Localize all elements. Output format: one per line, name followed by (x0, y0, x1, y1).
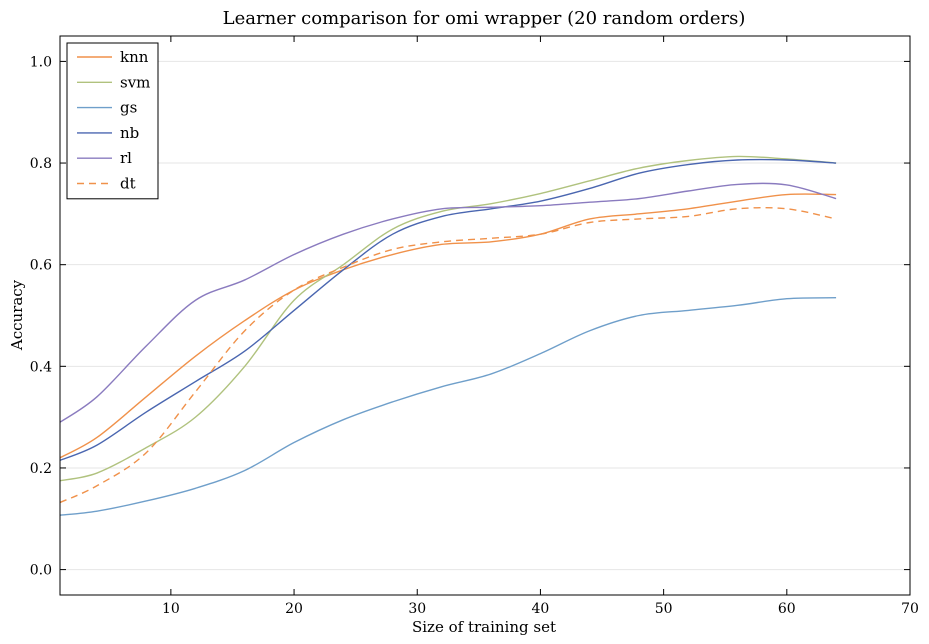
legend-label-knn: knn (120, 48, 149, 66)
legend-label-gs: gs (120, 99, 137, 117)
series-line-dt (59, 206, 837, 504)
legend-label-dt: dt (120, 175, 136, 193)
x-tick-label: 60 (778, 601, 796, 617)
x-axis-label: Size of training set (412, 618, 556, 636)
y-tick-label: 0.8 (30, 156, 52, 172)
x-tick-label: 30 (408, 601, 426, 617)
y-axis-label: Accuracy (8, 279, 26, 351)
series-line-svm (59, 155, 837, 482)
x-tick-label: 50 (655, 601, 673, 617)
series-line-gs (59, 297, 837, 516)
series-lines (59, 155, 837, 516)
legend-label-svm: svm (120, 73, 150, 91)
x-tick-label: 40 (532, 601, 550, 617)
y-tick-label: 1.0 (30, 54, 52, 70)
x-tick-label: 10 (162, 601, 180, 617)
x-tick-label: 20 (285, 601, 303, 617)
series-line-rl (59, 182, 837, 423)
series-line-knn (59, 193, 837, 459)
grid-lines (60, 60, 910, 571)
x-tick-label: 70 (901, 601, 919, 617)
legend: knn svm gs nb rl dt (66, 42, 159, 200)
y-tick-label: 0.2 (30, 461, 52, 477)
y-tick-label: 0.0 (30, 563, 52, 579)
plot-frame (59, 35, 911, 596)
legend-box (66, 42, 159, 200)
legend-label-rl: rl (120, 149, 132, 167)
y-tick-label: 0.6 (30, 258, 52, 274)
axis-ticks: 0.0 0.2 0.4 0.6 0.8 1.0 10 20 30 40 50 60 70 (30, 36, 919, 617)
chart-title: Learner comparison for omi wrapper (20 r… (223, 8, 746, 29)
y-tick-label: 0.4 (30, 359, 52, 375)
legend-label-nb: nb (120, 124, 139, 142)
series-line-nb (59, 158, 837, 461)
